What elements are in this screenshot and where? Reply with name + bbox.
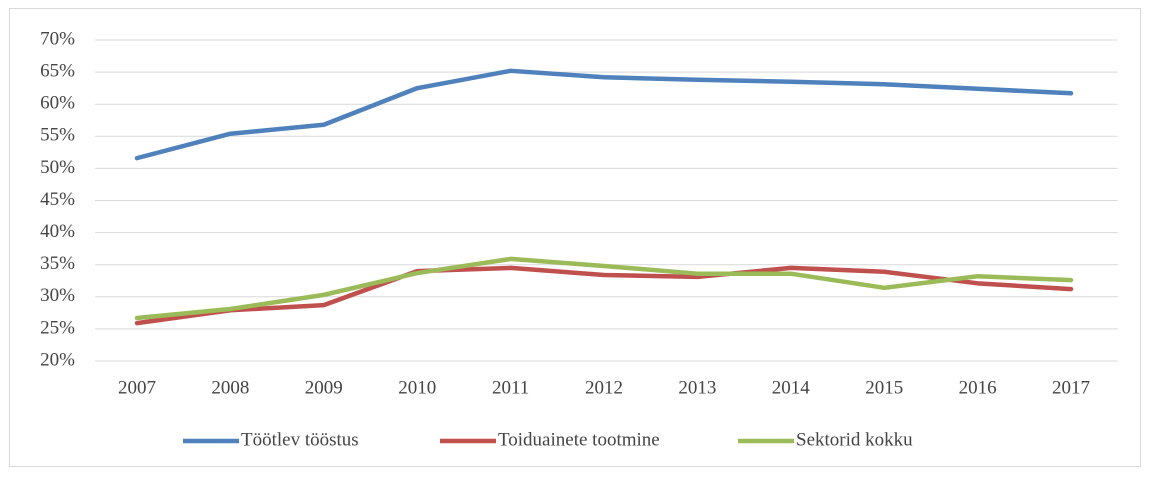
legend-label: Sektorid kokku	[796, 429, 913, 450]
x-tick-label: 2013	[678, 377, 716, 398]
legend-label: Toiduainete tootmine	[498, 429, 660, 450]
x-tick-label: 2012	[585, 377, 623, 398]
series-line	[134, 68, 1074, 161]
x-tick-label: 2010	[398, 377, 436, 398]
y-tick-label: 40%	[40, 221, 75, 242]
x-tick-label: 2007	[118, 377, 156, 398]
y-tick-label: 25%	[40, 317, 75, 338]
chart-border	[9, 8, 1141, 467]
x-tick-label: 2008	[211, 377, 249, 398]
y-tick-label: 45%	[40, 189, 75, 210]
x-tick-label: 2014	[772, 377, 811, 398]
x-tick-label: 2015	[865, 377, 903, 398]
x-tick-label: 2016	[959, 377, 997, 398]
y-tick-label: 20%	[40, 349, 75, 370]
y-tick-label: 55%	[40, 125, 75, 146]
x-tick-label: 2017	[1052, 377, 1090, 398]
x-tick-label: 2011	[492, 377, 529, 398]
x-tick-label: 2009	[305, 377, 343, 398]
y-tick-label: 30%	[40, 285, 75, 306]
y-tick-label: 50%	[40, 157, 75, 178]
series-line	[134, 256, 1074, 321]
y-tick-label: 35%	[40, 253, 75, 274]
series-line	[134, 265, 1074, 326]
legend-label: Töötlev tööstus	[241, 429, 359, 450]
y-tick-label: 60%	[40, 93, 75, 114]
y-tick-label: 70%	[40, 28, 75, 49]
y-tick-label: 65%	[40, 60, 75, 81]
